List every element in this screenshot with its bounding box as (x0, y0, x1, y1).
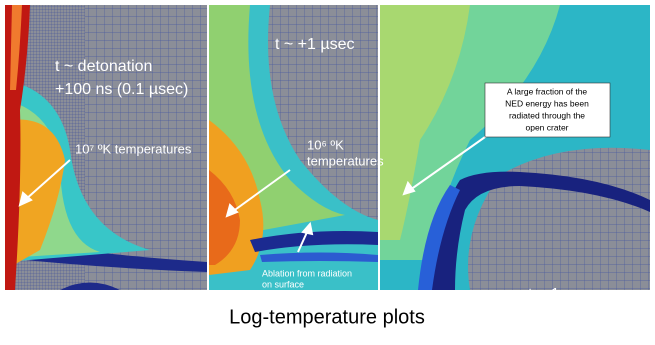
panel-annotation: A large fraction of the (507, 86, 588, 96)
panel-lines: t ~ 1 ms (528, 286, 585, 303)
panel-1 (5, 5, 207, 290)
caption-box (205, 298, 450, 336)
panel-lines: +100 ns (0.1 µsec) (55, 81, 188, 98)
panel-note: on surface (262, 279, 304, 289)
labels: t ~ detonation +100 ns (0.1 µsec) 10⁷ ºK t… (55, 36, 589, 328)
arrows (18, 129, 496, 253)
panel-3 (380, 5, 650, 290)
panel-lines: t ~ +1 µsec (275, 36, 354, 53)
panel-annotation: 10⁷ ºK temperatures (75, 141, 192, 156)
panel-2 (209, 5, 378, 290)
panel-annotation: temperatures (307, 153, 384, 168)
panel-annotation: NED energy has been (505, 98, 589, 108)
panel-annotation: 10⁶ ºK (307, 137, 344, 152)
panel-annotation: open crater (526, 122, 569, 132)
panel-lines: t ~ detonation (55, 58, 152, 75)
annotation-box (484, 82, 611, 138)
panel-annotation: radiated through the (509, 110, 585, 120)
panel-note: Ablation from radiation (262, 268, 352, 278)
caption: Log-temperature plots (229, 306, 425, 328)
